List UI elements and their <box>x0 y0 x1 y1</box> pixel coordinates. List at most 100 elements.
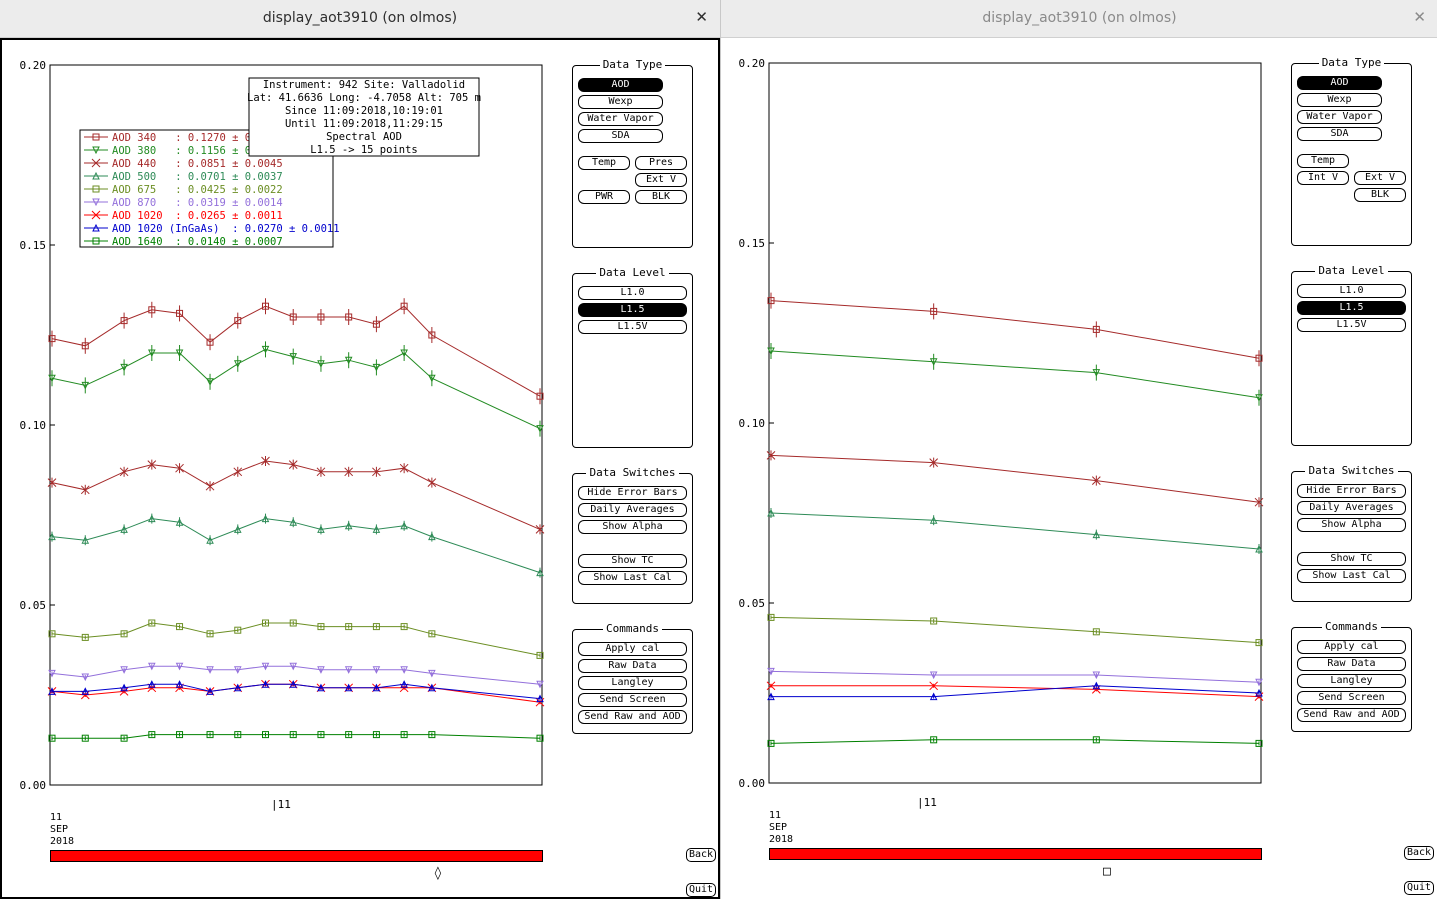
legend-marker <box>92 171 100 180</box>
quit-button[interactable]: Quit <box>686 883 717 897</box>
time-range-bar[interactable] <box>769 848 1262 860</box>
back-button[interactable]: Back <box>1404 846 1435 860</box>
data-point <box>536 680 544 689</box>
time-range-bar[interactable] <box>50 850 543 862</box>
data-point <box>119 467 129 477</box>
data-point <box>372 525 381 533</box>
btn-sda[interactable]: SDA <box>578 129 663 143</box>
btn-ext-v[interactable]: Ext V <box>635 173 687 187</box>
data-point <box>148 514 156 523</box>
quit-button[interactable]: Quit <box>1404 881 1435 895</box>
data-point <box>400 302 408 310</box>
btn-temp[interactable]: Temp <box>578 156 630 170</box>
data-point <box>119 687 129 696</box>
data-point <box>148 680 156 688</box>
back-button[interactable]: Back <box>686 848 717 862</box>
btn-hide-error-bars[interactable]: Hide Error Bars <box>578 486 687 500</box>
btn-l1-5v[interactable]: L1.5V <box>1297 318 1406 332</box>
data-point <box>344 683 353 692</box>
aod-chart: 0.20 0.15 0.10 0.05 0.00 |11 AOD 340 : 0.1270 … <box>20 59 545 811</box>
btn-blk[interactable]: BLK <box>635 190 687 204</box>
btn-temp[interactable]: Temp <box>1297 154 1349 168</box>
series-line <box>770 300 1260 359</box>
btn-apply-cal[interactable]: Apply cal <box>578 642 687 656</box>
series-aod-1020 <box>766 681 1264 701</box>
panel-title-text: Data Switches <box>1305 464 1398 477</box>
data-point <box>428 331 436 339</box>
btn-l1-0[interactable]: L1.0 <box>578 286 687 300</box>
data-point <box>206 338 214 346</box>
btn-show-tc[interactable]: Show TC <box>1297 552 1406 566</box>
date-part: SEP <box>769 822 788 833</box>
btn-ext-v[interactable]: Ext V <box>1354 171 1406 185</box>
data-point <box>1255 394 1263 402</box>
btn-show-last-cal[interactable]: Show Last Cal <box>1297 569 1406 583</box>
series-aod-340 <box>48 298 544 405</box>
btn-show-tc[interactable]: Show TC <box>578 554 687 568</box>
slider-marker[interactable]: ◊ <box>434 866 442 881</box>
data-point <box>289 731 297 739</box>
data-point <box>233 360 242 368</box>
data-point <box>233 683 242 692</box>
btn-pres[interactable]: Pres <box>635 156 687 170</box>
data-point <box>344 356 353 365</box>
data-point <box>535 525 545 534</box>
btn-show-alpha[interactable]: Show Alpha <box>1297 518 1406 532</box>
data-point <box>372 320 380 328</box>
btn-l1-0[interactable]: L1.0 <box>1297 284 1406 298</box>
btn-send-screen[interactable]: Send Screen <box>1297 691 1406 705</box>
data-point <box>233 666 242 674</box>
btn-l1-5[interactable]: L1.5 <box>578 303 687 317</box>
data-point <box>261 345 270 354</box>
panel-title-text: Data Level <box>1315 264 1388 277</box>
data-point <box>929 516 938 524</box>
btn-langley[interactable]: Langley <box>578 676 687 690</box>
btn-send-screen[interactable]: Send Screen <box>578 693 687 707</box>
btn-sda[interactable]: SDA <box>1297 127 1382 141</box>
btn-daily-averages[interactable]: Daily Averages <box>578 503 687 517</box>
btn-blk[interactable]: BLK <box>1354 188 1406 202</box>
btn-water-vapor[interactable]: Water Vapor <box>1297 110 1382 124</box>
data-point <box>767 739 775 747</box>
btn-water-vapor[interactable]: Water Vapor <box>578 112 663 126</box>
close-icon[interactable]: ✕ <box>695 8 708 26</box>
btn-apply-cal[interactable]: Apply cal <box>1297 640 1406 654</box>
btn-int-v[interactable]: Int V <box>1297 171 1349 185</box>
data-point <box>81 633 89 641</box>
data-point <box>1091 685 1101 694</box>
btn-l1-5v[interactable]: L1.5V <box>578 320 687 334</box>
panel-title: Data Switches <box>1292 464 1411 478</box>
close-icon[interactable]: ✕ <box>1413 8 1426 26</box>
data-point <box>767 347 775 356</box>
btn-aod[interactable]: AOD <box>1297 76 1382 90</box>
slider-marker[interactable]: □ <box>1103 864 1111 879</box>
btn-send-raw-and-aod[interactable]: Send Raw and AOD <box>1297 708 1406 722</box>
data-type-panel: Data Type AOD Wexp Water Vapor SDA Temp Pres Ex… <box>572 58 693 248</box>
legend-entry: AOD 675 : 0.0425 ± 0.0022 <box>112 184 283 196</box>
btn-raw-data[interactable]: Raw Data <box>578 659 687 673</box>
btn-pwr[interactable]: PWR <box>578 190 630 204</box>
btn-hide-error-bars[interactable]: Hide Error Bars <box>1297 484 1406 498</box>
btn-wexp[interactable]: Wexp <box>1297 93 1382 107</box>
titlebar[interactable]: display_aot3910 (on olmos) ✕ <box>721 0 1437 38</box>
data-point <box>148 619 156 627</box>
btn-aod[interactable]: AOD <box>578 78 663 92</box>
data-point <box>176 623 184 631</box>
btn-send-raw-and-aod[interactable]: Send Raw and AOD <box>578 710 687 724</box>
data-point <box>120 666 128 674</box>
data-point <box>428 630 436 638</box>
legend-marker <box>92 133 100 141</box>
btn-langley[interactable]: Langley <box>1297 674 1406 688</box>
btn-show-last-cal[interactable]: Show Last Cal <box>578 571 687 585</box>
series-aod-500 <box>48 513 544 578</box>
data-point <box>48 630 56 638</box>
titlebar[interactable]: display_aot3910 (on olmos) ✕ <box>0 0 720 38</box>
btn-l1-5[interactable]: L1.5 <box>1297 301 1406 315</box>
btn-wexp[interactable]: Wexp <box>578 95 663 109</box>
data-point <box>317 360 325 368</box>
data-level-panel: Data Level L1.0 L1.5 L1.5V <box>1291 264 1412 446</box>
btn-raw-data[interactable]: Raw Data <box>1297 657 1406 671</box>
data-point <box>48 687 56 695</box>
btn-show-alpha[interactable]: Show Alpha <box>578 520 687 534</box>
btn-daily-averages[interactable]: Daily Averages <box>1297 501 1406 515</box>
